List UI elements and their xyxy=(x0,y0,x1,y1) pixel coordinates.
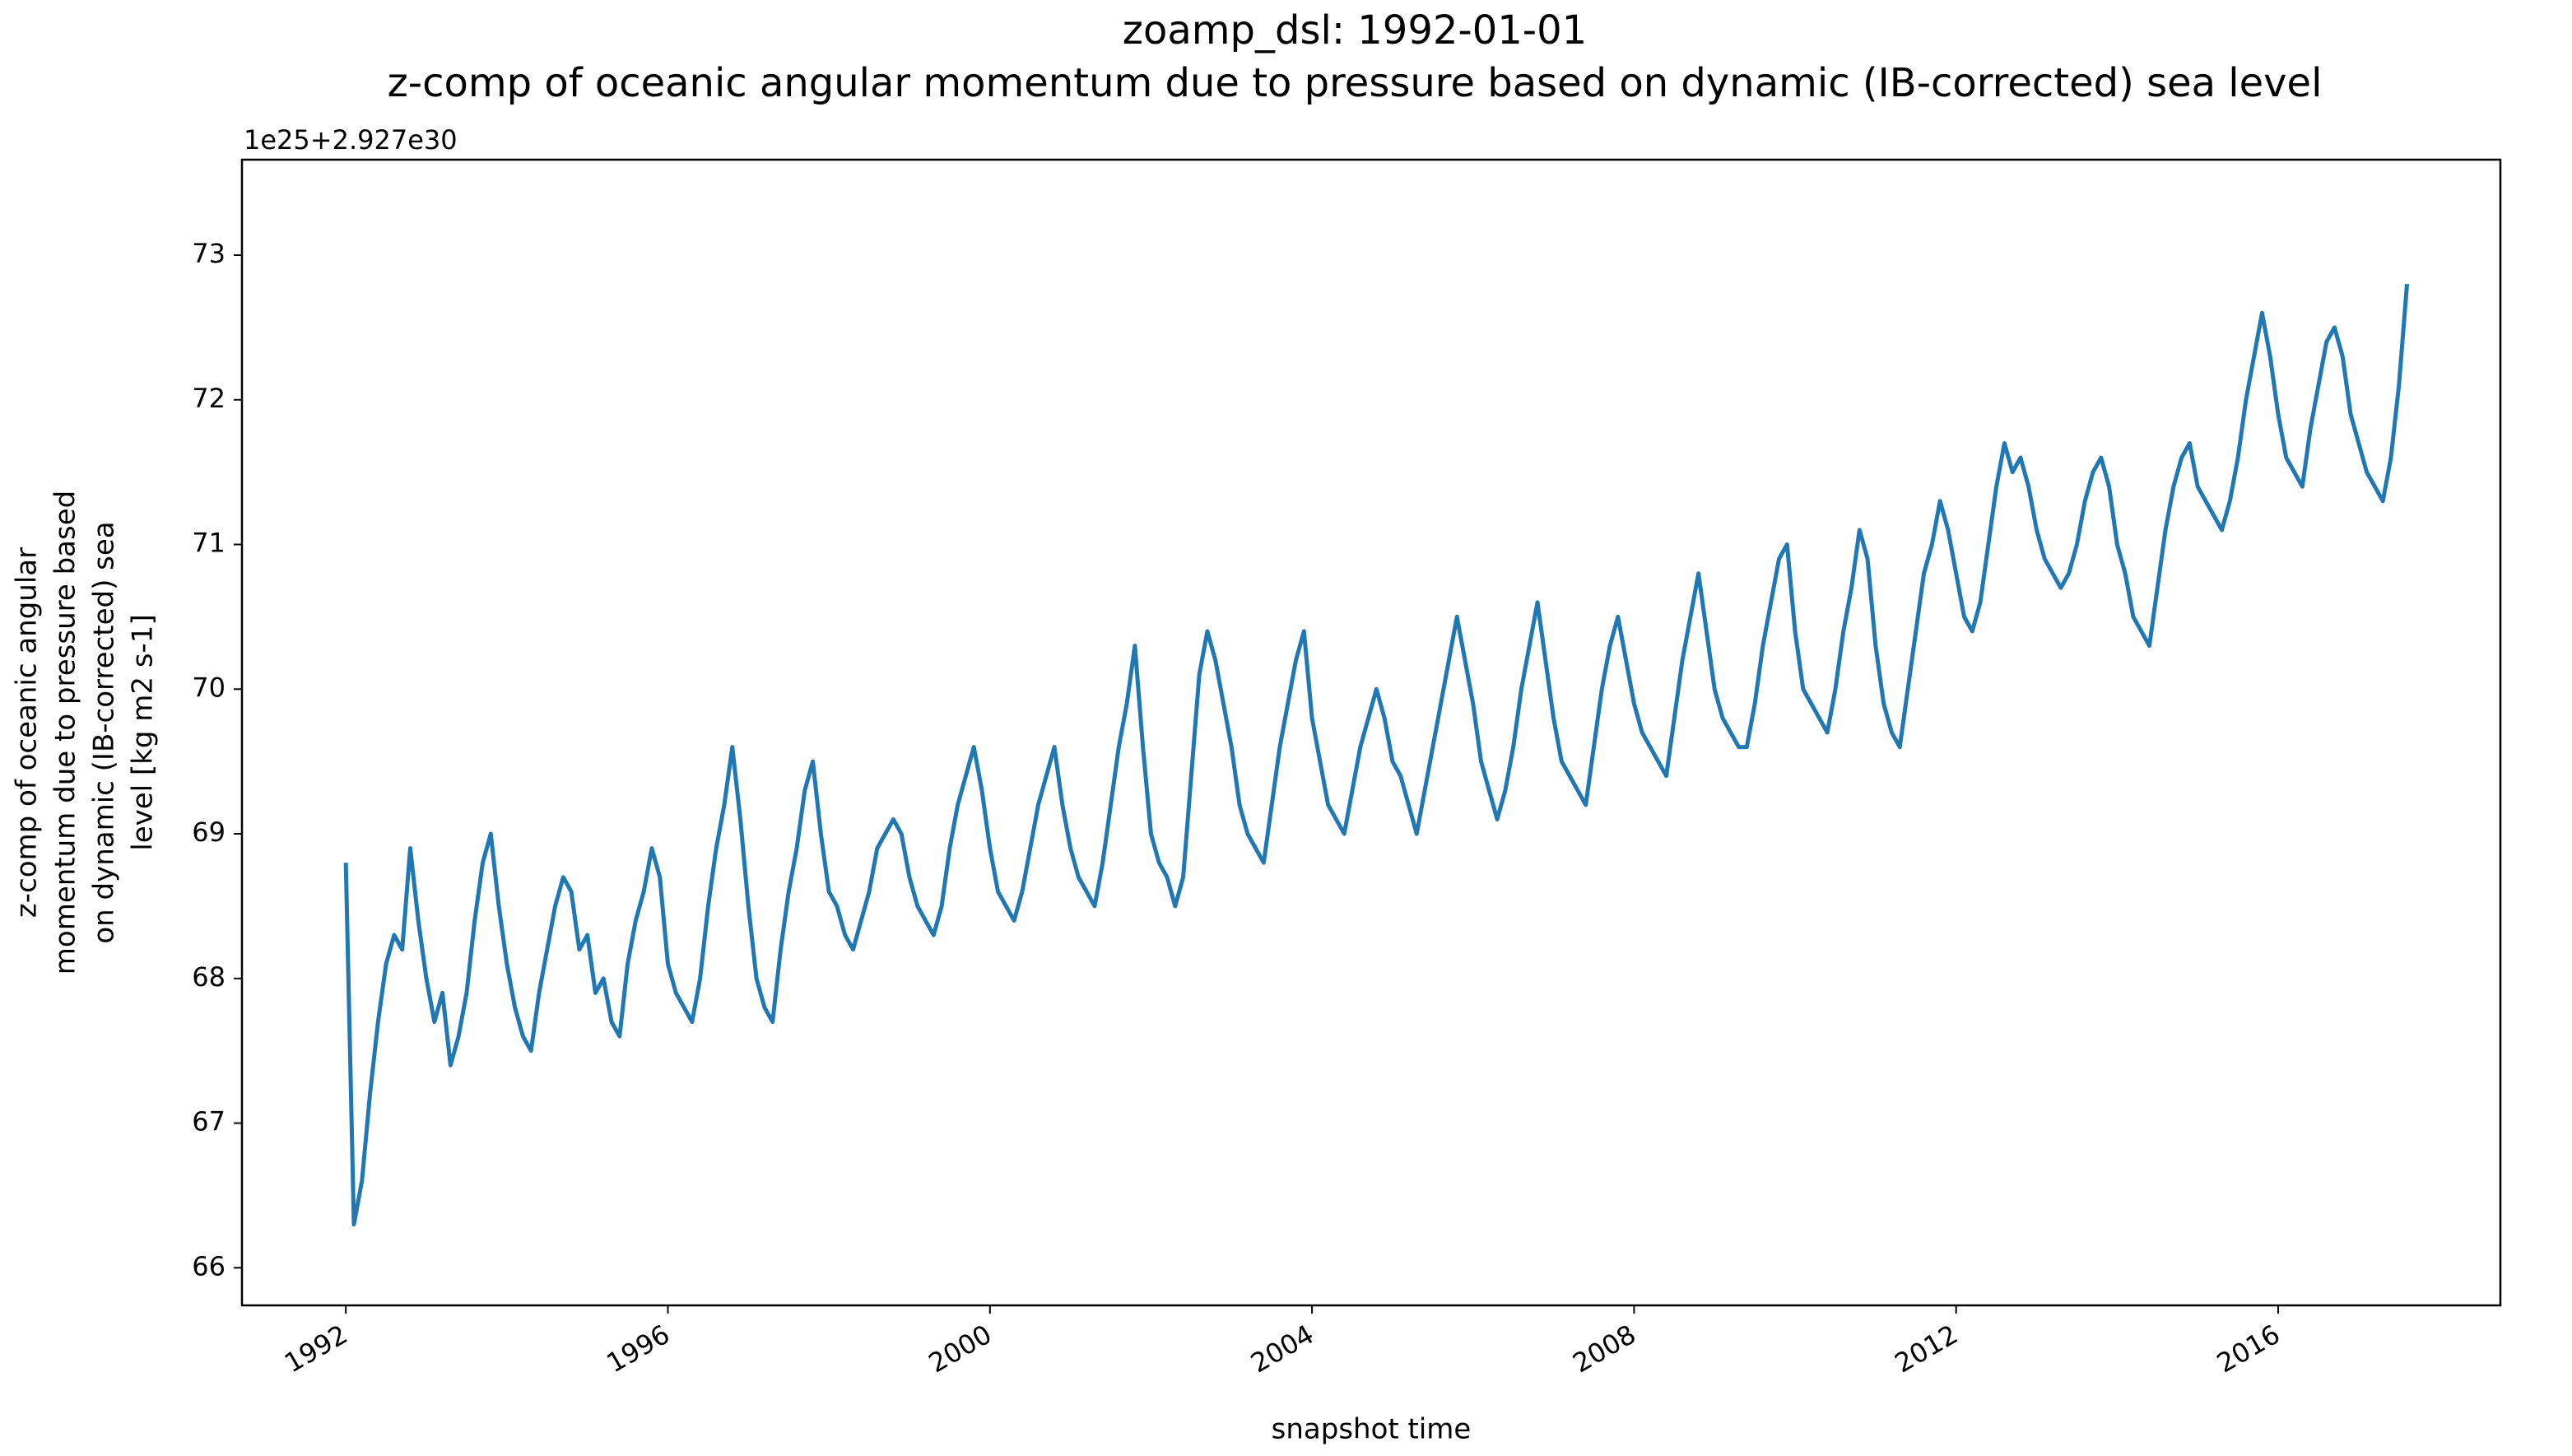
chart-subtitle: z-comp of oceanic angular momentum due t… xyxy=(388,60,2323,106)
chart-title: zoamp_dsl: 1992-01-01 xyxy=(1123,7,1587,53)
y-tick-label: 66 xyxy=(192,1250,226,1282)
y-tick-label: 68 xyxy=(192,961,226,993)
x-tick-label: 2016 xyxy=(2212,1319,2286,1379)
x-axis-label: snapshot time xyxy=(1272,1413,1472,1446)
x-tick-label: 1992 xyxy=(279,1319,353,1379)
y-axis-label: level [kg m2 s-1] xyxy=(127,614,160,850)
x-tick-label: 1996 xyxy=(601,1319,675,1379)
y-tick-label: 72 xyxy=(192,383,226,414)
x-tick-label: 2012 xyxy=(1890,1319,1964,1379)
data-line xyxy=(343,283,2410,1227)
y-tick-label: 69 xyxy=(192,816,226,848)
plot-area xyxy=(343,283,2410,1227)
y-tick-label: 73 xyxy=(192,238,226,269)
y-axis-label: momentum due to pressure based xyxy=(49,491,82,975)
y-axis-label: on dynamic (IB-corrected) sea xyxy=(88,521,121,943)
x-tick-label: 2004 xyxy=(1245,1319,1319,1379)
y-tick-label: 70 xyxy=(192,672,226,703)
x-tick-label: 2000 xyxy=(923,1319,998,1379)
y-tick-label: 67 xyxy=(192,1106,226,1137)
y-axis-label: z-comp of oceanic angular xyxy=(11,547,44,918)
y-tick-label: 71 xyxy=(192,528,226,559)
offset-label: 1e25+2.927e30 xyxy=(244,124,458,156)
x-tick-label: 2008 xyxy=(1567,1319,1641,1379)
axes-frame xyxy=(240,158,2502,1307)
